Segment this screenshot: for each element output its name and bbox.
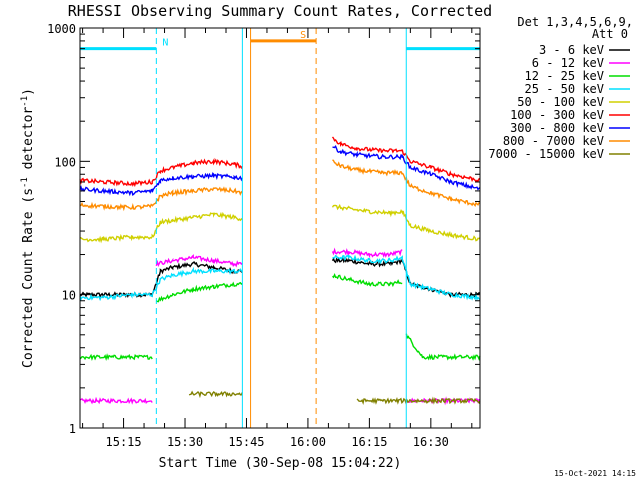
legend-header-attenuator: Att 0 — [592, 27, 628, 41]
series-1-segment-1 — [155, 254, 243, 268]
flag-label-s: S — [300, 30, 306, 41]
y-tick-label-3: 1000 — [47, 22, 76, 36]
legend-label-6: 300 - 800 keV — [510, 121, 604, 135]
data-layer — [79, 136, 481, 406]
x-axis-label: Start Time (30-Sep-08 15:04:22) — [159, 456, 402, 471]
y-tick-label-1: 10 — [62, 289, 76, 303]
series-7-segment-1 — [332, 159, 481, 208]
flag-label-n: N — [162, 38, 168, 49]
series-7 — [79, 159, 481, 212]
legend-label-1: 6 - 12 keV — [532, 56, 604, 70]
legend-label-7: 800 - 7000 keV — [503, 134, 604, 148]
series-2-segment-1 — [155, 281, 243, 303]
series-1-segment-0 — [79, 396, 153, 405]
legend-label-8: 7000 - 15000 keV — [488, 147, 604, 161]
series-2-segment-2 — [332, 273, 403, 288]
legend-header-detectors: Det 1,3,4,5,6,9, — [517, 15, 633, 29]
x-tick-label-5: 16:30 — [413, 435, 449, 449]
tick-layer: 1 10 100 1000 15:15 15:30 15:45 16:00 16:15 16:30 — [47, 22, 480, 449]
series-2-segment-0 — [79, 353, 153, 362]
series-5-segment-0 — [79, 157, 243, 188]
series-6 — [79, 144, 481, 197]
x-tick-label-2: 15:45 — [228, 435, 264, 449]
footer-timestamp: 15-Oct-2021 14:15 — [554, 469, 636, 478]
series-4-segment-0 — [79, 211, 243, 244]
y-axis-label: Corrected Count Rate (s-1 detector-1) — [20, 88, 36, 368]
legend-label-3: 25 - 50 keV — [525, 82, 604, 96]
series-6-segment-1 — [332, 144, 481, 191]
series-8 — [188, 390, 481, 405]
series-5 — [79, 136, 481, 188]
x-tick-label-0: 15:15 — [106, 435, 142, 449]
series-7-segment-0 — [79, 186, 243, 212]
y-tick-label-2: 100 — [54, 155, 76, 169]
series-8-segment-0 — [188, 390, 244, 399]
legend-label-4: 50 - 100 keV — [517, 95, 604, 109]
series-0-segment-0 — [79, 261, 243, 299]
x-tick-label-4: 16:15 — [351, 435, 387, 449]
x-tick-label-3: 16:00 — [290, 435, 326, 449]
legend-label-0: 3 - 6 keV — [539, 43, 604, 57]
series-8-segment-1 — [356, 396, 481, 405]
series-6-segment-0 — [79, 171, 244, 197]
legend-label-2: 12 - 25 keV — [525, 69, 604, 83]
series-5-segment-1 — [331, 136, 481, 183]
y-tick-label-0: 1 — [69, 422, 76, 436]
series-2-segment-3 — [405, 333, 481, 361]
series-1-segment-2 — [331, 247, 403, 259]
series-2 — [79, 273, 481, 362]
chart-title: RHESSI Observing Summary Count Rates, Co… — [68, 2, 492, 20]
legend-label-5: 100 - 300 keV — [510, 108, 604, 122]
plot-frame — [79, 27, 481, 429]
x-tick-label-1: 15:30 — [167, 435, 203, 449]
series-3-segment-0 — [79, 266, 243, 302]
plot-area: N S 1 10 100 1000 15:15 15:30 15:45 16:00 16:15 16… — [47, 22, 481, 449]
